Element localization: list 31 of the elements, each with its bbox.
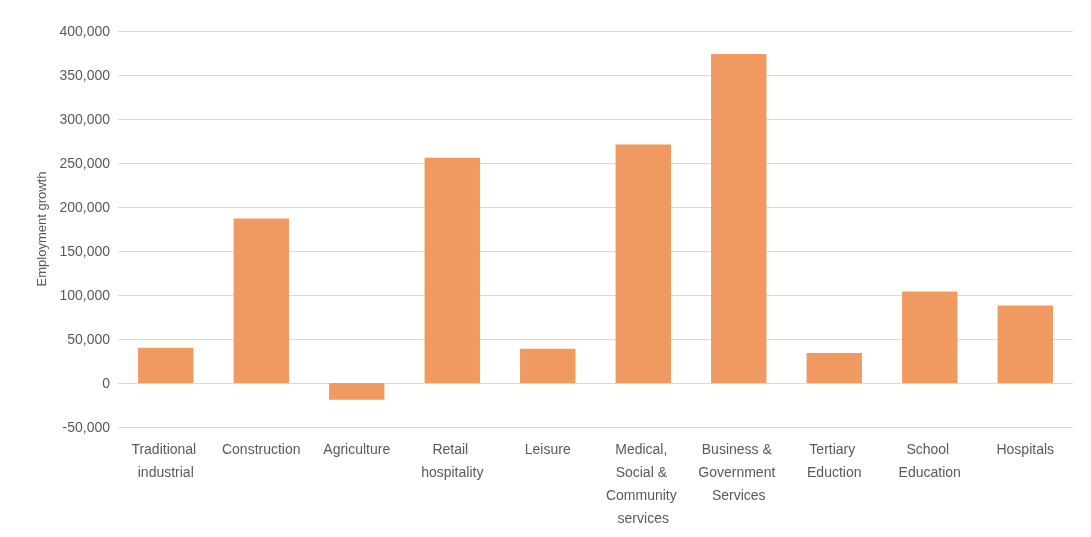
bar (615, 144, 671, 383)
x-tick-label: School Education (898, 440, 961, 480)
y-tick-label: 400,000 (59, 23, 111, 39)
x-tick-label: Tertiary Eduction (807, 440, 862, 480)
bar (806, 353, 862, 383)
x-tick-label: Retail hospitality (421, 440, 484, 480)
y-tick-label: -50,000 (62, 419, 111, 435)
bar (711, 53, 767, 383)
x-tick-label: Traditional industrial (131, 440, 201, 480)
bar (997, 305, 1053, 383)
y-tick-label: 200,000 (59, 199, 111, 215)
bar (424, 157, 480, 383)
y-tick-label: 350,000 (59, 67, 111, 83)
x-tick-label: Business & Government Services (698, 440, 780, 503)
bar (902, 291, 958, 383)
bar (138, 347, 194, 383)
x-tick-label: Hospitals (996, 440, 1055, 457)
bar (520, 348, 576, 383)
bar (329, 383, 385, 400)
y-axis-title: Employment growth (34, 171, 49, 287)
y-tick-label: 150,000 (59, 243, 111, 259)
y-tick-label: 0 (102, 375, 111, 391)
x-tick-label: Medical, Social & Community services (605, 440, 681, 526)
x-tick-label: Leisure (524, 440, 571, 457)
y-tick-label: 300,000 (59, 111, 111, 127)
y-tick-label: 50,000 (67, 331, 111, 347)
y-tick-label: 100,000 (59, 287, 111, 303)
bar (233, 218, 289, 383)
x-tick-label: Construction (221, 440, 301, 457)
x-tick-label: Agriculture (323, 440, 391, 457)
y-tick-label: 250,000 (59, 155, 111, 171)
